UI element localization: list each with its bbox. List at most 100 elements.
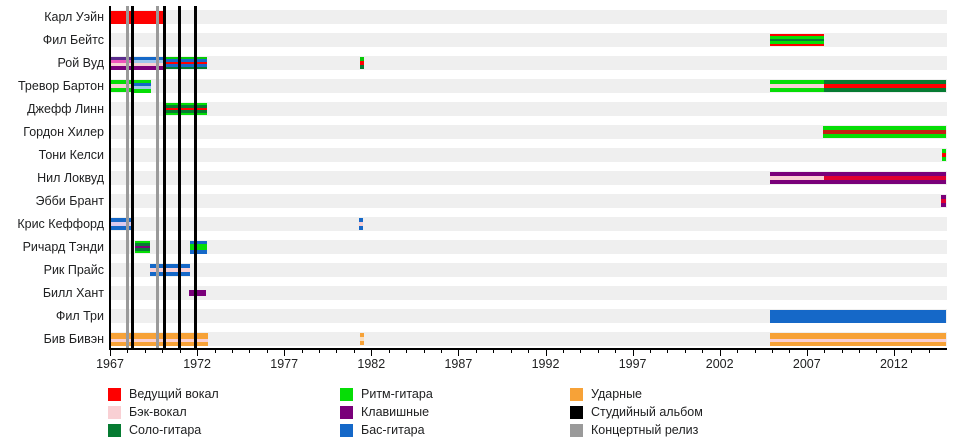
bar-stripe xyxy=(359,56,365,61)
legend-label: Ударные xyxy=(591,387,643,401)
bar-stripe xyxy=(824,88,947,93)
x-axis-tick xyxy=(301,350,303,353)
member-activity-bar xyxy=(940,194,947,208)
x-axis-tick xyxy=(493,350,495,353)
row-band xyxy=(110,286,947,300)
member-label: Тревор Бартон xyxy=(18,79,104,93)
member-activity-bar xyxy=(189,290,206,296)
member-activity-bar xyxy=(770,171,825,185)
legend-item: Бэк-вокал xyxy=(108,405,187,419)
x-axis-tick xyxy=(859,350,861,353)
bar-stripe xyxy=(941,152,947,158)
x-axis-tick-label: 1972 xyxy=(183,357,211,371)
bar-stripe xyxy=(770,43,825,47)
bar-stripe xyxy=(163,66,207,70)
legend-item: Ритм-гитара xyxy=(340,387,433,401)
x-axis-tick-label: 1997 xyxy=(618,357,647,371)
bar-stripe xyxy=(770,38,825,42)
y-axis xyxy=(109,6,111,348)
bar-stripe xyxy=(110,56,133,60)
x-axis-tick xyxy=(893,350,895,356)
member-activity-bar xyxy=(359,56,365,70)
member-activity-bar xyxy=(824,171,947,185)
bar-stripe xyxy=(110,221,135,227)
x-axis-tick xyxy=(824,350,826,353)
member-activity-bar xyxy=(190,240,207,254)
bar-stripe xyxy=(132,59,164,63)
bar-stripe xyxy=(770,342,947,346)
bar-stripe xyxy=(190,243,207,247)
member-activity-bar xyxy=(770,309,947,323)
x-axis-tick xyxy=(510,350,512,353)
bar-stripe xyxy=(770,33,825,37)
bar-stripe xyxy=(110,217,135,222)
bar-stripe xyxy=(163,64,207,67)
bar-stripe xyxy=(824,171,947,176)
x-axis-tick xyxy=(406,350,408,353)
member-activity-bar xyxy=(359,332,365,346)
bar-stripe xyxy=(940,203,947,208)
bar-stripe xyxy=(823,125,947,130)
x-axis-tick xyxy=(336,350,338,353)
legend-swatch-lead-guitar xyxy=(108,423,121,437)
bar-stripe xyxy=(770,175,825,181)
x-axis-tick xyxy=(127,350,129,353)
x-axis-tick-label: 1977 xyxy=(270,357,299,371)
bar-stripe xyxy=(824,79,947,84)
x-axis-tick xyxy=(719,350,721,356)
bar-stripe xyxy=(770,79,825,84)
legend-label: Студийный альбом xyxy=(591,405,703,419)
member-label: Фил Три xyxy=(55,309,104,323)
member-label: Тони Келси xyxy=(38,148,104,162)
bar-stripe xyxy=(135,248,151,251)
member-label: Эбби Брант xyxy=(35,194,105,208)
row-band xyxy=(110,102,947,116)
bar-stripe xyxy=(824,175,947,181)
bar-stripe xyxy=(133,82,151,86)
x-axis-tick xyxy=(475,350,477,353)
x-axis-tick xyxy=(615,350,617,353)
x-axis-tick xyxy=(580,350,582,353)
member-activity-bar xyxy=(359,217,363,231)
member-activity-bar xyxy=(150,263,191,277)
concert-release-line xyxy=(156,6,160,348)
bar-stripe xyxy=(110,83,134,89)
row-band xyxy=(110,263,947,277)
x-axis-tick-label: 2012 xyxy=(879,357,908,371)
legend-item: Бас-гитара xyxy=(340,423,425,437)
bar-stripe xyxy=(359,341,365,346)
row-band xyxy=(110,309,947,323)
x-axis-tick xyxy=(684,350,686,353)
bar-stripe xyxy=(770,180,825,185)
bar-stripe xyxy=(132,63,164,67)
row-band xyxy=(110,79,947,93)
bar-stripe xyxy=(163,59,207,62)
x-axis-tick xyxy=(702,350,704,353)
x-axis xyxy=(109,348,947,350)
x-axis-tick xyxy=(545,350,547,356)
row-band xyxy=(110,33,947,47)
bar-stripe xyxy=(359,217,363,222)
bar-stripe xyxy=(824,83,947,89)
bar-stripe xyxy=(770,171,825,176)
bar-stripe xyxy=(190,250,207,254)
member-activity-bar xyxy=(110,79,134,93)
x-axis-tick-label: 2002 xyxy=(705,357,734,371)
bar-stripe xyxy=(133,79,151,83)
x-axis-tick xyxy=(179,350,181,353)
x-axis-tick xyxy=(789,350,791,353)
legend-item: Ударные xyxy=(570,387,642,401)
member-activity-bar xyxy=(770,33,825,47)
bar-stripe xyxy=(189,290,206,296)
x-axis-tick xyxy=(632,350,634,356)
legend-swatch-drums xyxy=(570,387,583,401)
legend-item: Студийный альбом xyxy=(570,405,703,419)
x-axis-tick xyxy=(353,350,355,353)
bar-stripe xyxy=(770,335,947,339)
x-axis-tick xyxy=(911,350,913,353)
legend-item: Клавишные xyxy=(340,405,429,419)
member-label: Джефф Линн xyxy=(27,102,104,116)
bar-stripe xyxy=(940,194,947,199)
x-axis-tick xyxy=(266,350,268,353)
member-activity-bar xyxy=(770,79,825,93)
